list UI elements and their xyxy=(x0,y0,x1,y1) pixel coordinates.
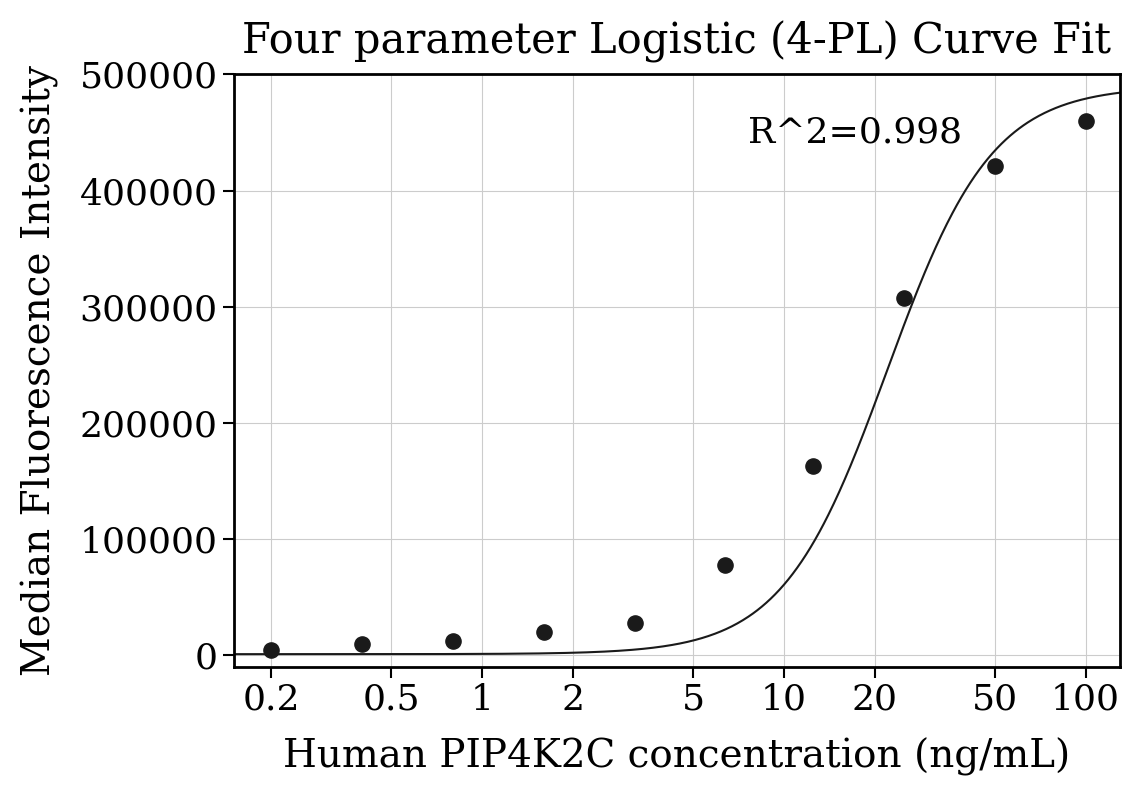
Point xyxy=(716,559,734,571)
Point xyxy=(352,638,370,650)
Text: R^2=0.998: R^2=0.998 xyxy=(747,116,961,150)
X-axis label: Human PIP4K2C concentration (ng/mL): Human PIP4K2C concentration (ng/mL) xyxy=(283,738,1069,776)
Point xyxy=(894,291,912,304)
Point xyxy=(625,616,643,629)
Point xyxy=(985,160,1003,173)
Point xyxy=(262,643,280,656)
Point xyxy=(804,460,822,473)
Point xyxy=(443,635,462,648)
Point xyxy=(535,626,553,638)
Point xyxy=(1075,115,1093,128)
Title: Four parameter Logistic (4-PL) Curve Fit: Four parameter Logistic (4-PL) Curve Fit xyxy=(242,21,1110,63)
Y-axis label: Median Fluorescence Intensity: Median Fluorescence Intensity xyxy=(21,65,59,676)
